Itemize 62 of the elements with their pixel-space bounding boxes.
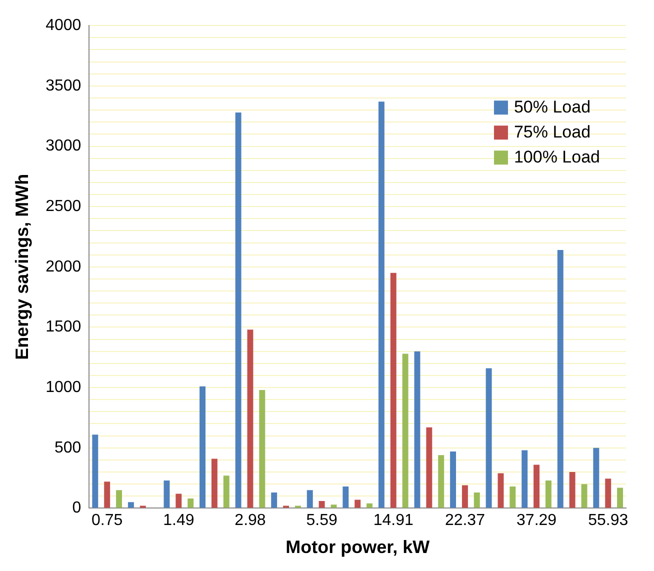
y-tick-label: 1500 <box>46 318 82 336</box>
legend-label: 100% Load <box>514 147 600 166</box>
x-axis-title: Motor power, kW <box>286 537 430 558</box>
bar <box>474 492 480 508</box>
bar <box>390 272 396 508</box>
bar <box>534 464 540 508</box>
bar <box>378 102 384 508</box>
y-tick-label: 0 <box>72 500 82 517</box>
bar <box>188 498 194 508</box>
y-axis-title: Energy savings, MWh <box>12 174 32 360</box>
legend-label: 75% Load <box>514 122 591 142</box>
x-tick-label: 37.29 <box>516 512 557 530</box>
bar <box>557 250 564 508</box>
bar <box>92 434 98 508</box>
bar <box>211 458 218 508</box>
y-tick-label: 1000 <box>46 378 82 396</box>
bar <box>581 484 588 508</box>
bar <box>617 488 624 508</box>
x-tick-label: 5.59 <box>306 512 338 530</box>
bar <box>450 451 456 508</box>
x-tick-label: 55.93 <box>588 512 628 530</box>
x-tick-label: 22.37 <box>444 512 486 530</box>
x-tick-label: 14.91 <box>373 512 414 530</box>
bar <box>522 450 528 508</box>
bar <box>164 480 170 508</box>
bar <box>116 490 122 508</box>
bar <box>247 330 254 508</box>
bar <box>414 351 420 508</box>
bar <box>498 473 504 508</box>
y-tick-label: 2000 <box>46 258 82 276</box>
bar <box>366 503 373 508</box>
x-tick-label: 0.75 <box>92 512 123 530</box>
bar <box>462 485 468 508</box>
bar <box>354 500 361 508</box>
bar <box>605 478 612 508</box>
bar <box>426 427 432 508</box>
bar <box>235 112 242 508</box>
y-tick-label: 2500 <box>46 198 82 215</box>
bar <box>438 455 444 508</box>
y-tick-label: 500 <box>54 439 82 456</box>
bar <box>318 500 325 508</box>
x-tick-label: 1.49 <box>163 512 194 530</box>
legend-label: 50% Load <box>514 97 591 116</box>
bar <box>104 482 110 508</box>
bar <box>510 486 516 508</box>
bar <box>402 354 408 508</box>
y-tick-label: 3500 <box>46 77 82 94</box>
bar <box>569 472 576 508</box>
x-tick-label: 2.98 <box>234 512 266 530</box>
bar <box>128 502 134 508</box>
bar <box>342 486 349 508</box>
bar <box>176 494 182 508</box>
bar <box>259 390 266 508</box>
bar <box>223 476 230 508</box>
y-tick-label: 3000 <box>46 138 82 155</box>
bar <box>593 448 600 508</box>
bar <box>545 480 552 508</box>
bar <box>486 368 492 508</box>
bar <box>271 492 278 508</box>
y-tick-label: 4000 <box>46 17 82 34</box>
bar <box>200 386 206 508</box>
bar <box>306 490 313 508</box>
